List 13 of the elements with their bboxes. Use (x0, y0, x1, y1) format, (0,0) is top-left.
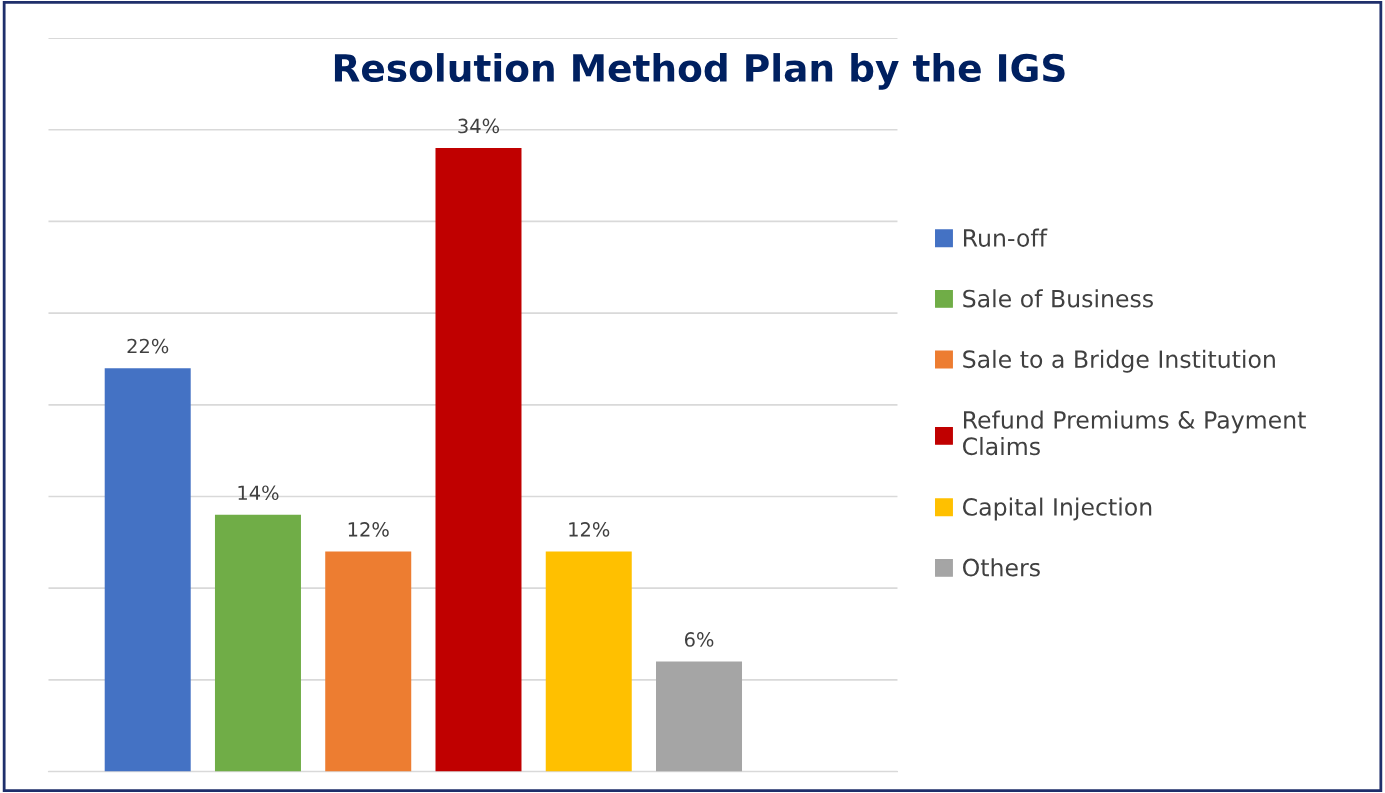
data-label: 14% (238, 485, 279, 501)
data-label: 6% (684, 632, 714, 647)
data-label: 22% (127, 338, 169, 354)
data-label: 12% (348, 522, 389, 537)
chart-title: Resolution Method Plan by the IGS (334, 53, 1065, 90)
legend-label: Sale of Business (963, 289, 1153, 308)
legend-label: Refund Premiums & Payment Claims (963, 410, 1306, 456)
legend-label: Run-off (964, 228, 1048, 247)
legend-label: Sale to a Bridge Institution (963, 349, 1275, 373)
data-label: 34% (458, 118, 500, 134)
data-label: 12% (569, 522, 610, 537)
legend-label: Others (963, 558, 1040, 577)
legend-label: Capital Injection (963, 497, 1152, 521)
